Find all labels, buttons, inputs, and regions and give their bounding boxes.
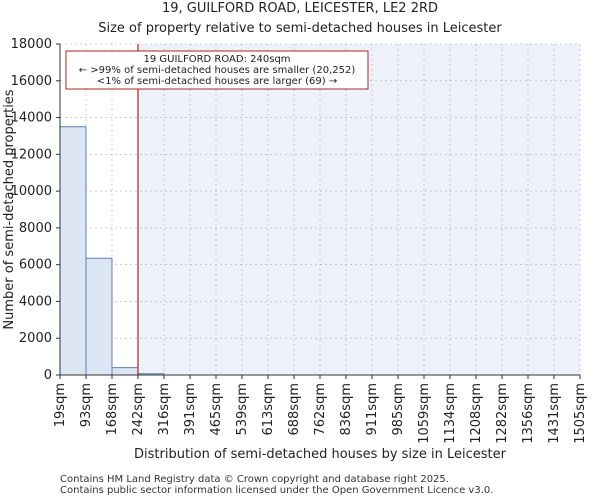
- x-tick-label: 391sqm: [183, 383, 198, 436]
- y-tick-label: 0: [44, 368, 52, 383]
- annotation-box: 19 GUILFORD ROAD: 240sqm ← >99% of semi-…: [65, 50, 369, 90]
- y-tick-label: 12000: [11, 147, 52, 162]
- x-tick-label: 688sqm: [287, 383, 302, 436]
- annotation-line-1: 19 GUILFORD ROAD: 240sqm: [143, 54, 290, 65]
- x-tick-label: 242sqm: [131, 383, 146, 436]
- x-tick-label: 316sqm: [157, 383, 172, 436]
- x-tick-label: 1431sqm: [547, 383, 562, 444]
- x-tick-label: 836sqm: [339, 383, 354, 436]
- chart-title: 19, GUILFORD ROAD, LEICESTER, LE2 2RD: [161, 1, 439, 16]
- x-tick-label: 1208sqm: [469, 383, 484, 444]
- bar: [111, 367, 139, 376]
- y-tick-label: 18000: [11, 37, 52, 52]
- y-tick-label: 4000: [19, 294, 52, 309]
- x-tick-label: 613sqm: [261, 383, 276, 436]
- annotation-frame: [65, 50, 369, 90]
- x-tick-label: 911sqm: [365, 383, 380, 436]
- annotation-line-3: <1% of semi-detached houses are larger (…: [97, 76, 337, 87]
- y-tick-label: 14000: [11, 111, 52, 126]
- y-tick-label: 16000: [11, 74, 52, 89]
- y-tick-label: 6000: [19, 258, 52, 273]
- annotation-line-2: ← >99% of semi-detached houses are small…: [79, 65, 356, 76]
- x-tick-label: 1282sqm: [495, 383, 510, 444]
- footer-copyright: Contains HM Land Registry data © Crown c…: [60, 474, 449, 485]
- highlight-region: [138, 44, 580, 375]
- y-tick-label: 10000: [11, 184, 52, 199]
- x-tick-label: 985sqm: [391, 383, 406, 436]
- x-tick-label: 1505sqm: [573, 383, 588, 444]
- bars: [59, 126, 165, 376]
- y-tick-labels: 0 2000 4000 6000 8000 10000 12000 14000 16000 180…: [11, 37, 60, 383]
- bar: [85, 257, 113, 376]
- x-tick-label: 168sqm: [105, 383, 120, 436]
- x-tick-label: 1356sqm: [521, 383, 536, 444]
- bar: [59, 126, 87, 376]
- x-tick-label: 93sqm: [79, 383, 94, 427]
- x-tick-label: 1134sqm: [443, 383, 458, 444]
- footer-licence: Contains public sector information licen…: [60, 485, 494, 496]
- x-tick-label: 539sqm: [235, 383, 250, 436]
- x-tick-labels: 19sqm 93sqm 168sqm 242sqm 316sqm 391sqm 465sqm…: [53, 375, 588, 444]
- y-tick-label: 2000: [19, 331, 52, 346]
- x-tick-label: 465sqm: [209, 383, 224, 436]
- x-tick-label: 762sqm: [313, 383, 328, 436]
- chart-subtitle: Size of property relative to semi-detach…: [98, 21, 502, 36]
- y-tick-label: 8000: [19, 221, 52, 236]
- x-axis-label: Distribution of semi-detached houses by …: [134, 447, 507, 462]
- y-axis-label: Number of semi-detached properties: [2, 89, 17, 329]
- x-tick-label: 1059sqm: [417, 383, 432, 444]
- x-tick-label: 19sqm: [53, 383, 68, 427]
